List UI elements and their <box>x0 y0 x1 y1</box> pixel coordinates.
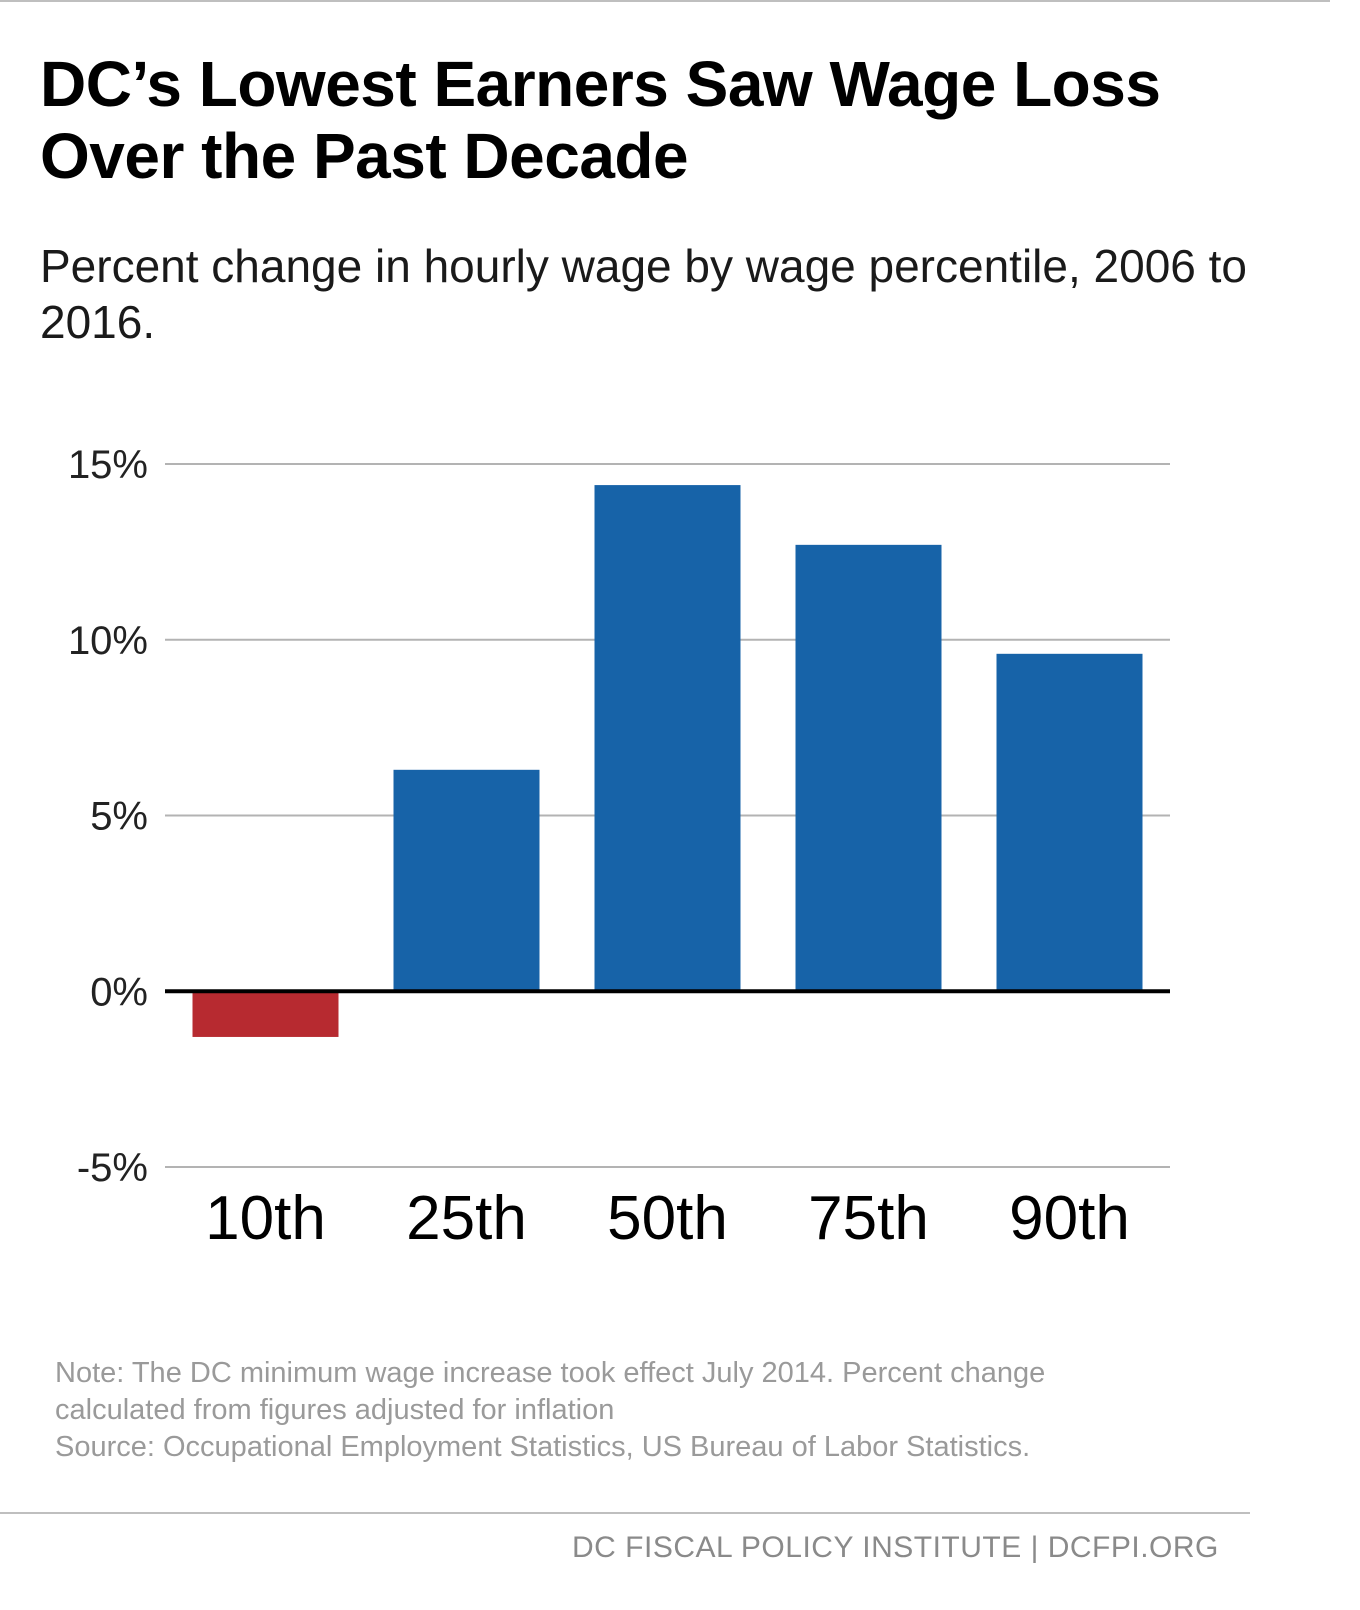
bar <box>795 544 942 992</box>
y-tick-label: 15% <box>68 443 148 487</box>
bar <box>594 485 741 992</box>
bar <box>996 653 1143 992</box>
bar <box>393 769 540 992</box>
source-line: Source: Occupational Employment Statisti… <box>55 1431 1031 1463</box>
x-tick-label: 75th <box>808 1184 929 1253</box>
y-tick-label: -5% <box>77 1146 148 1190</box>
x-tick-label: 25th <box>406 1184 527 1253</box>
x-tick-label: 10th <box>205 1184 326 1253</box>
x-tick-label: 90th <box>1009 1184 1130 1253</box>
bottom-divider <box>0 1512 1250 1514</box>
chart-subtitle: Percent change in hourly wage by wage pe… <box>40 240 1248 348</box>
chart-title: DC’s Lowest Earners Saw Wage Loss Over t… <box>40 48 1161 192</box>
note-line: Note: The DC minimum wage increase took … <box>55 1357 1046 1389</box>
chart-note: Note: The DC minimum wage increase took … <box>55 1355 1255 1466</box>
note-line: calculated from figures adjusted for inf… <box>55 1394 615 1426</box>
footer-credit: DC FISCAL POLICY INSTITUTE | DCFPI.ORG <box>572 1531 1219 1564</box>
top-divider <box>0 0 1330 2</box>
bar <box>192 991 339 1037</box>
y-tick-label: 0% <box>90 970 148 1014</box>
bar-chart: -5% 0% 5% 10% 15% 10th 25th 50th 75th 90th <box>68 443 1170 1253</box>
y-tick-label: 10% <box>68 619 148 663</box>
y-tick-label: 5% <box>90 795 148 839</box>
x-tick-label: 50th <box>607 1184 728 1253</box>
